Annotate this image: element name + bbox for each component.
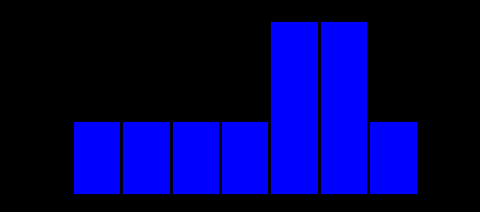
Bar bbox=[368, 120, 418, 195]
Bar bbox=[72, 120, 121, 195]
Bar bbox=[171, 120, 220, 195]
Bar bbox=[220, 120, 269, 195]
Bar bbox=[121, 120, 171, 195]
Bar bbox=[319, 20, 368, 195]
Bar bbox=[269, 20, 319, 195]
